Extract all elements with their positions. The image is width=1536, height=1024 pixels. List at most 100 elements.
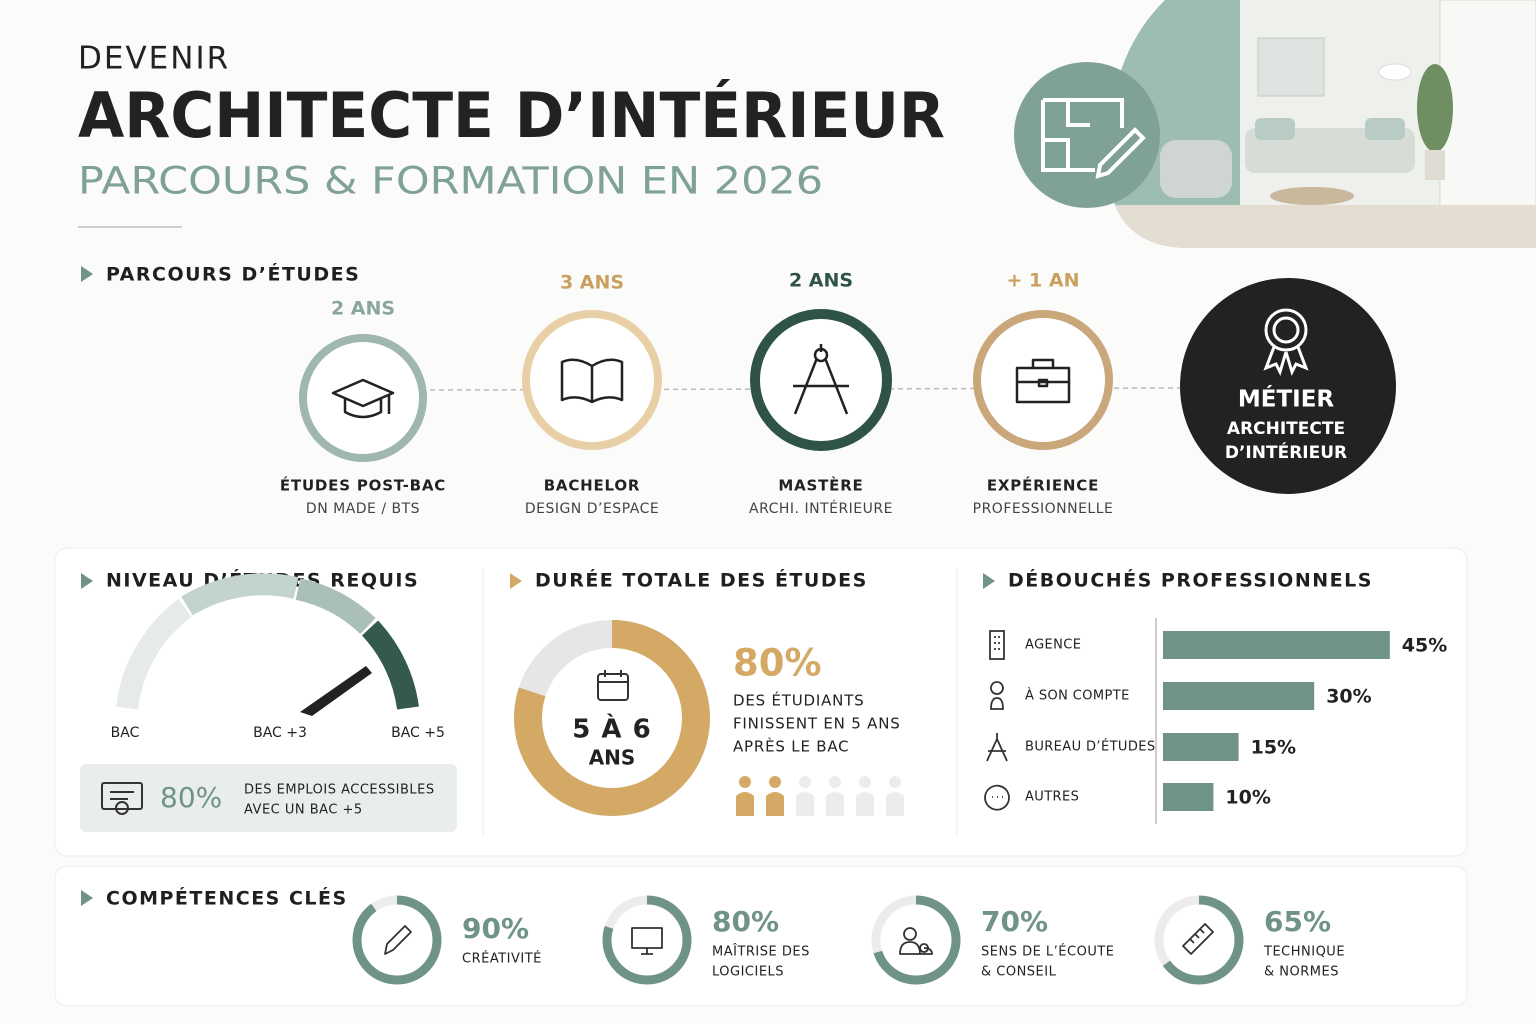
step-detail: ARCHI. INTÉRIEURE — [749, 500, 893, 517]
plan-icon — [1041, 98, 1146, 179]
category-label: AUTRES — [1025, 790, 1079, 805]
calendar-icon — [597, 670, 629, 701]
skill-icon — [899, 927, 933, 955]
photo-table — [1270, 187, 1354, 205]
step-icon — [1015, 358, 1071, 404]
bar-label: 30% — [1326, 686, 1371, 708]
category-label: AGENCE — [1025, 638, 1081, 653]
gauge-label: BAC +5 — [391, 725, 445, 741]
category-icon — [986, 733, 1008, 762]
person-icon — [766, 792, 784, 816]
person-icon — [889, 776, 901, 788]
goal-detail: ARCHITECTE — [1227, 419, 1345, 439]
category-icon — [984, 784, 1010, 811]
ring-arc — [514, 620, 710, 816]
duration-value: 80% — [733, 642, 822, 685]
step-name: BACHELOR — [544, 477, 641, 495]
gauge-segment — [295, 578, 376, 635]
category-icon — [989, 630, 1005, 660]
step-name: EXPÉRIENCE — [987, 476, 1099, 495]
gauge-needle — [300, 666, 372, 716]
bar — [1163, 682, 1315, 710]
bar-label: 10% — [1225, 787, 1270, 809]
person-icon — [886, 792, 904, 816]
skill-icon — [1182, 923, 1214, 955]
section-title: DURÉE TOTALE DES ÉTUDES — [535, 569, 868, 592]
duration-text: FINISSENT EN 5 ANS — [733, 715, 901, 733]
callout-text: DES EMPLOIS ACCESSIBLES — [244, 783, 435, 798]
person-icon — [739, 776, 751, 788]
person-icon — [799, 776, 811, 788]
goal-detail: D’INTÉRIEUR — [1225, 441, 1347, 463]
diploma-icon — [101, 782, 143, 815]
photo-cushion — [1365, 118, 1405, 140]
ring-arc — [1154, 895, 1244, 985]
step-icon — [331, 378, 395, 419]
step-duration: 2 ANS — [789, 270, 853, 292]
calendar-lines — [598, 670, 628, 683]
gauge-segment — [116, 599, 192, 710]
category-label: BUREAU D’ÉTUDES — [1025, 739, 1156, 755]
bullet — [983, 573, 995, 589]
photo-frame — [1257, 37, 1325, 97]
main-title: ARCHITECTE D’INTÉRIEUR — [78, 79, 945, 152]
bar — [1163, 631, 1390, 659]
donut-center: 5 À 6 — [572, 713, 651, 745]
category-icon — [990, 681, 1004, 710]
step-name: MASTÈRE — [778, 476, 863, 495]
award-ring — [1272, 316, 1300, 344]
step-ring — [299, 334, 427, 462]
callout-value: 80% — [160, 781, 222, 814]
ring-arc — [352, 895, 442, 985]
skill-value: 65% — [1264, 905, 1331, 938]
skill-name: SENS DE L’ÉCOUTE — [981, 944, 1115, 960]
duration-text: DES ÉTUDIANTS — [733, 691, 864, 710]
section-title: DÉBOUCHÉS PROFESSIONNELS — [1008, 569, 1373, 592]
photo-armchair — [1160, 140, 1232, 198]
step-icon — [813, 347, 829, 363]
skill-icon — [631, 927, 663, 955]
award-icon — [1263, 308, 1309, 377]
diploma-sheet — [101, 782, 143, 810]
bar-label: 15% — [1251, 737, 1296, 759]
photo-pot — [1425, 150, 1445, 180]
room-photo — [1107, 0, 1536, 248]
gauge-segment — [181, 573, 299, 616]
person-icon — [736, 792, 754, 816]
ring-arc — [602, 895, 692, 985]
bar — [1163, 783, 1214, 811]
person-icon — [769, 776, 781, 788]
subtitle: PARCOURS & FORMATION EN 2026 — [78, 160, 823, 203]
step-detail: PROFESSIONNELLE — [973, 501, 1114, 517]
goal-circle — [1180, 278, 1396, 494]
plan-lines — [1041, 98, 1124, 172]
skill-name: CRÉATIVITÉ — [462, 951, 542, 967]
skill-name: & CONSEIL — [981, 965, 1057, 980]
step-duration: + 1 AN — [1007, 270, 1080, 292]
award-ribbon — [1263, 346, 1309, 377]
donut-center: ANS — [589, 746, 636, 770]
pencil — [1095, 127, 1146, 179]
photo-window — [1439, 0, 1536, 221]
skill-name: TECHNIQUE — [1263, 945, 1345, 960]
callout-box — [80, 764, 457, 832]
photo-cushion — [1255, 118, 1295, 140]
step-name: ÉTUDES POST-BAC — [280, 476, 446, 495]
person-icon — [856, 792, 874, 816]
award-ring — [1264, 308, 1308, 352]
section-title: PARCOURS D’ÉTUDES — [106, 263, 360, 286]
diploma-lines — [110, 791, 134, 800]
person-icon — [826, 792, 844, 816]
ring-arc — [871, 895, 961, 985]
gauge-label: BAC — [111, 725, 140, 741]
gauge-label: BAC +3 — [253, 725, 307, 741]
step-ring — [750, 309, 892, 451]
gauge — [116, 573, 419, 710]
skill-value: 70% — [981, 905, 1048, 938]
photo-plant — [1417, 64, 1453, 152]
goal-label: MÉTIER — [1238, 385, 1335, 413]
photo-lamp — [1378, 63, 1412, 81]
diploma-seal — [115, 801, 129, 815]
bullet — [81, 266, 93, 282]
